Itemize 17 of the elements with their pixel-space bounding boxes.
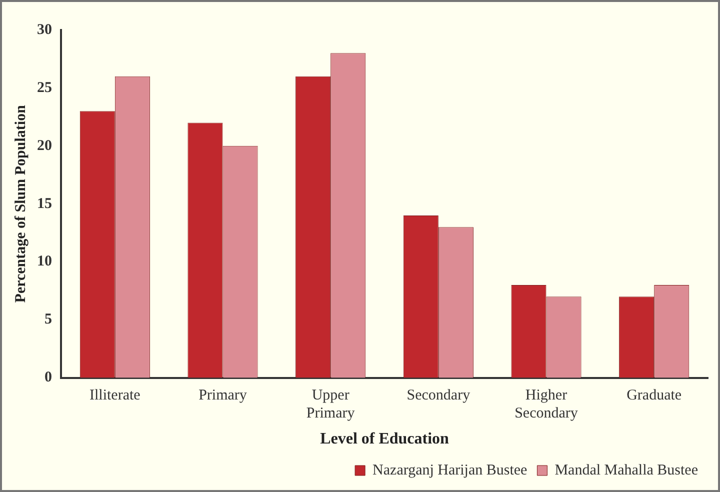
legend-label: Mandal Mahalla Bustee bbox=[554, 462, 698, 478]
y-tick-label: 10 bbox=[37, 254, 52, 270]
x-axis-title: Level of Education bbox=[320, 430, 450, 448]
x-tick-label: Upper Primary bbox=[306, 388, 356, 422]
x-tick-label: Secondary bbox=[406, 388, 471, 404]
y-tick-label: 0 bbox=[44, 370, 52, 386]
x-tick-label: Primary bbox=[198, 388, 248, 404]
y-tick-label: 5 bbox=[44, 312, 52, 328]
legend-label: Nazarganj Harijan Bustee bbox=[372, 462, 528, 478]
x-tick-label: Illiterate bbox=[90, 388, 141, 404]
y-tick-label: 25 bbox=[37, 80, 52, 96]
y-tick-label: 15 bbox=[37, 196, 52, 212]
x-tick-label: Graduate bbox=[626, 388, 682, 404]
x-tick-label: Higher Secondary bbox=[514, 388, 578, 422]
y-tick-label: 20 bbox=[37, 138, 52, 154]
y-tick-label: 30 bbox=[37, 22, 52, 38]
y-axis-title: Percentage of Slum Population bbox=[12, 104, 29, 303]
